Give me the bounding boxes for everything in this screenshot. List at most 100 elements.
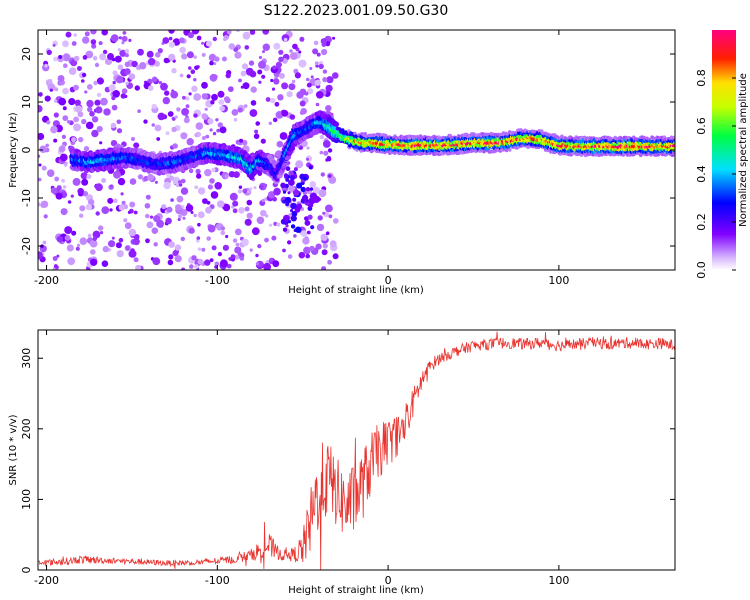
colorbar-label: Normalized spectral amplitude xyxy=(738,73,749,227)
spectrogram-cell xyxy=(314,61,319,66)
spectrogram-cell xyxy=(54,176,60,182)
spectrogram-cell xyxy=(193,55,197,59)
spectrogram-cell xyxy=(42,240,47,245)
spectrogram-cell xyxy=(158,81,163,85)
spectrogram-cell xyxy=(72,177,81,186)
spectrogram-cell xyxy=(116,250,124,258)
spectrogram-cell xyxy=(214,265,218,269)
spectrogram-cell xyxy=(319,134,324,140)
spectrogram-cell xyxy=(64,226,73,235)
spectrogram-cell xyxy=(233,117,238,122)
spectrogram-cell xyxy=(305,187,311,192)
spectrogram-cell xyxy=(121,35,128,42)
spectrogram-cell xyxy=(137,174,143,180)
spectrogram-cell xyxy=(292,197,297,202)
spectrogram-cell xyxy=(62,106,67,111)
spectrogram-cell xyxy=(109,184,114,188)
spectrogram-cell xyxy=(287,254,293,259)
spectrogram-cell xyxy=(325,204,333,213)
spectrogram-cell xyxy=(209,178,215,184)
spectrogram-cell xyxy=(237,107,243,113)
snr-x-ticks: -200 -100 0 100 xyxy=(34,330,569,587)
spectrogram-cell xyxy=(217,90,225,98)
spectrogram-cell xyxy=(332,36,336,40)
spectrogram-cell xyxy=(323,150,329,156)
spectrogram-cell xyxy=(287,191,291,195)
spectrogram-cell xyxy=(306,146,310,150)
spectrogram-cell xyxy=(291,210,298,217)
spectrogram-cell xyxy=(332,253,339,260)
chart-title: S122.2023.001.09.50.G30 xyxy=(264,3,449,19)
spectrogram-cell xyxy=(85,203,93,211)
spectrogram-cell xyxy=(82,55,88,60)
spectrogram-cell xyxy=(287,220,292,224)
spectrogram-cell xyxy=(256,216,265,225)
spectrogram-cell xyxy=(49,88,53,92)
spectrogram-cell xyxy=(244,218,252,226)
spectrogram-cell xyxy=(190,69,196,74)
spectrogram-cell xyxy=(238,207,245,214)
spectrogram-cell xyxy=(270,97,276,104)
spectrogram-cell xyxy=(101,260,109,268)
spectrogram-cell xyxy=(223,37,227,42)
spectrogram-cell xyxy=(165,217,172,225)
spectrogram-cell xyxy=(196,173,202,179)
spectrogram-cell xyxy=(205,206,212,214)
spectrogram-cell xyxy=(78,136,84,143)
spectrogram-cell xyxy=(38,154,41,158)
spectrogram-cell xyxy=(174,244,182,251)
spectrogram-cell xyxy=(117,48,121,52)
spectrogram-cell xyxy=(68,98,76,106)
spectrogram-cell xyxy=(137,109,141,113)
spectrogram-cell xyxy=(286,91,293,98)
spectrogram-cell xyxy=(249,30,256,35)
spectrogram-cell xyxy=(76,243,81,247)
spectrogram-cell xyxy=(151,103,157,110)
spectrogram-cell xyxy=(194,65,199,71)
spectrogram-cell xyxy=(183,117,190,124)
spectrogram-cell xyxy=(182,95,186,100)
spectrogram-cell xyxy=(303,176,307,181)
spectrogram-cell xyxy=(147,173,155,182)
spectrogram-cell xyxy=(38,92,43,97)
spectrogram-cell xyxy=(304,220,311,226)
spectrogram-cell xyxy=(181,53,188,60)
spectrogram-cell xyxy=(111,104,118,111)
spectrogram-cell xyxy=(197,258,204,265)
spectrogram-cell xyxy=(285,224,289,228)
spectrogram-cell xyxy=(231,44,236,49)
spectrogram-cell xyxy=(112,198,118,204)
spectrogram-cell xyxy=(216,200,225,208)
spectrogram-cell xyxy=(227,86,234,92)
spectrogram-cell xyxy=(174,255,182,263)
spectrogram-cell xyxy=(321,249,328,256)
spectrogram-cell xyxy=(216,128,221,133)
spectrogram-cell xyxy=(73,84,79,91)
spectrogram-cell xyxy=(157,112,166,121)
spectrogram-cell xyxy=(62,53,71,62)
spectrogram-cell xyxy=(133,210,138,215)
spectrogram-cell xyxy=(239,138,244,143)
spectrogram-cell xyxy=(56,254,60,258)
spectrogram-cell xyxy=(46,169,55,177)
spectrogram-cell xyxy=(226,263,232,269)
spectrogram-cell xyxy=(89,239,98,248)
spectrogram-cell xyxy=(125,81,129,85)
spectrogram-cell xyxy=(163,57,170,64)
spectrogram-cell xyxy=(197,187,206,195)
spectrogram-cell xyxy=(115,75,124,84)
spectrogram-cell xyxy=(188,66,192,70)
spectrogram-cell xyxy=(579,153,584,157)
spectrogram-cell xyxy=(101,30,108,36)
spectrogram-cell xyxy=(283,37,288,42)
spectrogram-cell xyxy=(153,215,161,223)
spectrogram-cell xyxy=(153,242,158,247)
spectrogram-cell xyxy=(193,93,202,101)
spectrogram-cell xyxy=(38,251,43,260)
spectrogram-cell xyxy=(196,236,201,240)
spectrogram-cell xyxy=(288,179,295,186)
spectrogram-cell xyxy=(62,87,69,95)
spectrogram-cell xyxy=(672,143,675,148)
spectrogram-cell xyxy=(504,148,509,153)
spectrogram-cell xyxy=(309,181,317,188)
